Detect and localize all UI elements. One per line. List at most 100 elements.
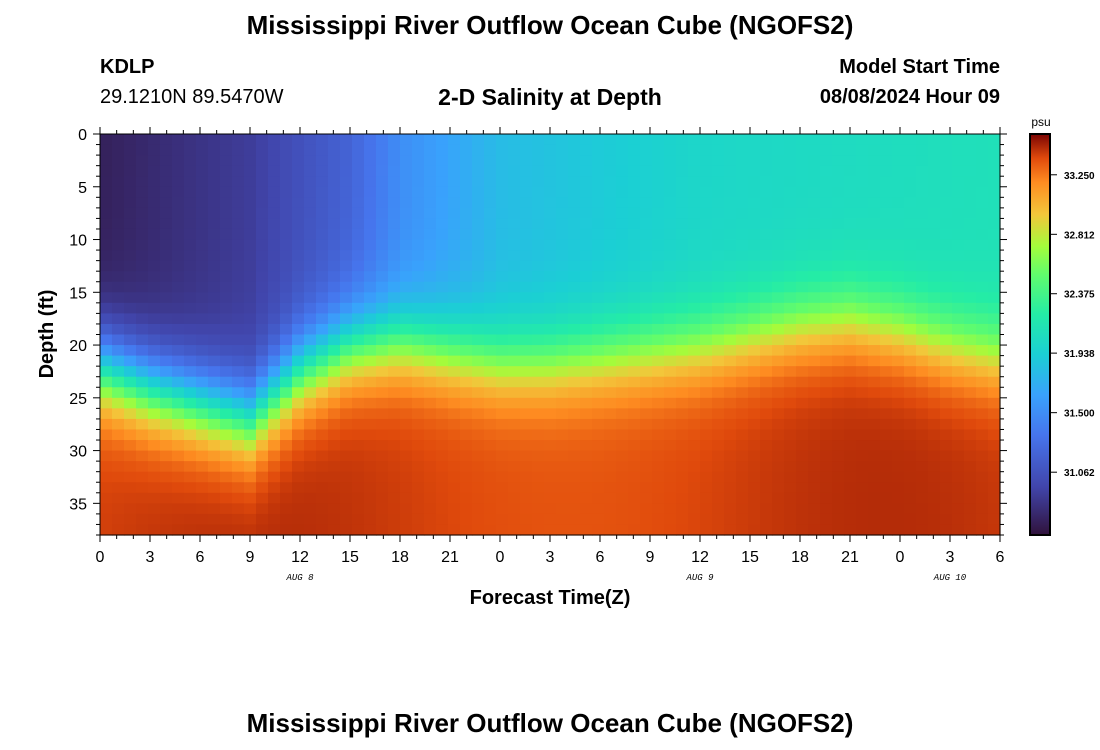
heatmap-cell	[748, 408, 761, 420]
heatmap-cell	[508, 323, 521, 336]
heatmap-cell	[280, 334, 293, 346]
heatmap-cell	[448, 366, 461, 378]
heatmap-cell	[976, 482, 989, 494]
heatmap-cell	[244, 239, 257, 251]
heatmap-cell	[280, 429, 293, 441]
heatmap-cell	[880, 513, 893, 526]
heatmap-cell	[688, 524, 701, 536]
heatmap-cell	[904, 440, 917, 452]
heatmap-cell	[496, 513, 509, 526]
heatmap-cell	[400, 387, 413, 399]
heatmap-cell	[172, 292, 185, 304]
heatmap-cell	[724, 218, 737, 230]
heatmap-cell	[316, 429, 329, 441]
heatmap-cell	[460, 281, 473, 293]
heatmap-cell	[748, 461, 761, 473]
heatmap-cell	[220, 492, 233, 504]
heatmap-cell	[976, 165, 989, 177]
heatmap-cell	[340, 461, 353, 473]
heatmap-cell	[988, 450, 1001, 462]
heatmap-cell	[904, 260, 917, 272]
heatmap-cell	[112, 323, 125, 336]
heatmap-cell	[928, 408, 941, 420]
heatmap-cell	[304, 250, 317, 262]
heatmap-cell	[280, 228, 293, 241]
heatmap-cell	[292, 144, 305, 156]
heatmap-cell	[544, 302, 557, 314]
heatmap-cell	[244, 271, 257, 283]
heatmap-cell	[520, 302, 533, 314]
heatmap-cell	[148, 239, 161, 251]
heatmap-cell	[136, 155, 149, 167]
heatmap-cell	[424, 355, 437, 367]
heatmap-cell	[364, 239, 377, 251]
heatmap-cell	[400, 334, 413, 346]
heatmap-cell	[904, 207, 917, 220]
heatmap-cell	[160, 165, 173, 177]
heatmap-cell	[736, 281, 749, 293]
heatmap-cell	[736, 397, 749, 409]
heatmap-cell	[760, 228, 773, 241]
heatmap-cell	[508, 429, 521, 441]
heatmap-cell	[100, 387, 113, 399]
heatmap-cell	[364, 513, 377, 526]
heatmap-cell	[904, 302, 917, 314]
heatmap-cell	[892, 334, 905, 346]
heatmap-cell	[640, 334, 653, 346]
heatmap-cell	[184, 440, 197, 452]
heatmap-cell	[148, 292, 161, 304]
heatmap-cell	[796, 429, 809, 441]
heatmap-cell	[436, 165, 449, 177]
heatmap-cell	[508, 207, 521, 220]
heatmap-cell	[172, 345, 185, 357]
heatmap-cell	[892, 524, 905, 536]
heatmap-cell	[460, 323, 473, 336]
heatmap-cell	[232, 165, 245, 177]
heatmap-cell	[988, 387, 1001, 399]
heatmap-cell	[760, 165, 773, 177]
heatmap-cell	[124, 524, 137, 536]
heatmap-cell	[508, 503, 521, 515]
heatmap-cell	[100, 165, 113, 177]
heatmap-cell	[172, 366, 185, 378]
heatmap-cell	[880, 292, 893, 304]
heatmap-cell	[400, 250, 413, 262]
heatmap-cell	[376, 186, 389, 198]
heatmap-cell	[112, 186, 125, 198]
heatmap-cell	[652, 503, 665, 515]
heatmap-cell	[832, 176, 845, 188]
heatmap-cell	[460, 408, 473, 420]
heatmap-cell	[460, 239, 473, 251]
heatmap-cell	[532, 471, 545, 483]
heatmap-cell	[568, 197, 581, 209]
heatmap-cell	[772, 197, 785, 209]
heatmap-cell	[628, 144, 641, 156]
heatmap-cell	[460, 397, 473, 409]
heatmap-cell	[436, 355, 449, 367]
heatmap-cell	[136, 144, 149, 156]
heatmap-cell	[160, 292, 173, 304]
heatmap-cell	[928, 513, 941, 526]
heatmap-cell	[136, 186, 149, 198]
heatmap-cell	[640, 176, 653, 188]
heatmap-cell	[952, 239, 965, 251]
heatmap-cell	[964, 144, 977, 156]
heatmap-cell	[628, 471, 641, 483]
heatmap-cell	[988, 228, 1001, 241]
heatmap-cell	[868, 302, 881, 314]
heatmap-cell	[244, 218, 257, 230]
heatmap-cell	[976, 345, 989, 357]
heatmap-cell	[520, 418, 533, 431]
heatmap-cell	[112, 207, 125, 220]
heatmap-cell	[280, 176, 293, 188]
heatmap-cell	[484, 218, 497, 230]
heatmap-cell	[544, 218, 557, 230]
heatmap-cell	[160, 155, 173, 167]
heatmap-cell	[736, 492, 749, 504]
heatmap-cell	[160, 207, 173, 220]
heatmap-cell	[748, 366, 761, 378]
heatmap-cell	[904, 366, 917, 378]
heatmap-cell	[892, 387, 905, 399]
heatmap-cell	[340, 492, 353, 504]
heatmap-cell	[748, 387, 761, 399]
